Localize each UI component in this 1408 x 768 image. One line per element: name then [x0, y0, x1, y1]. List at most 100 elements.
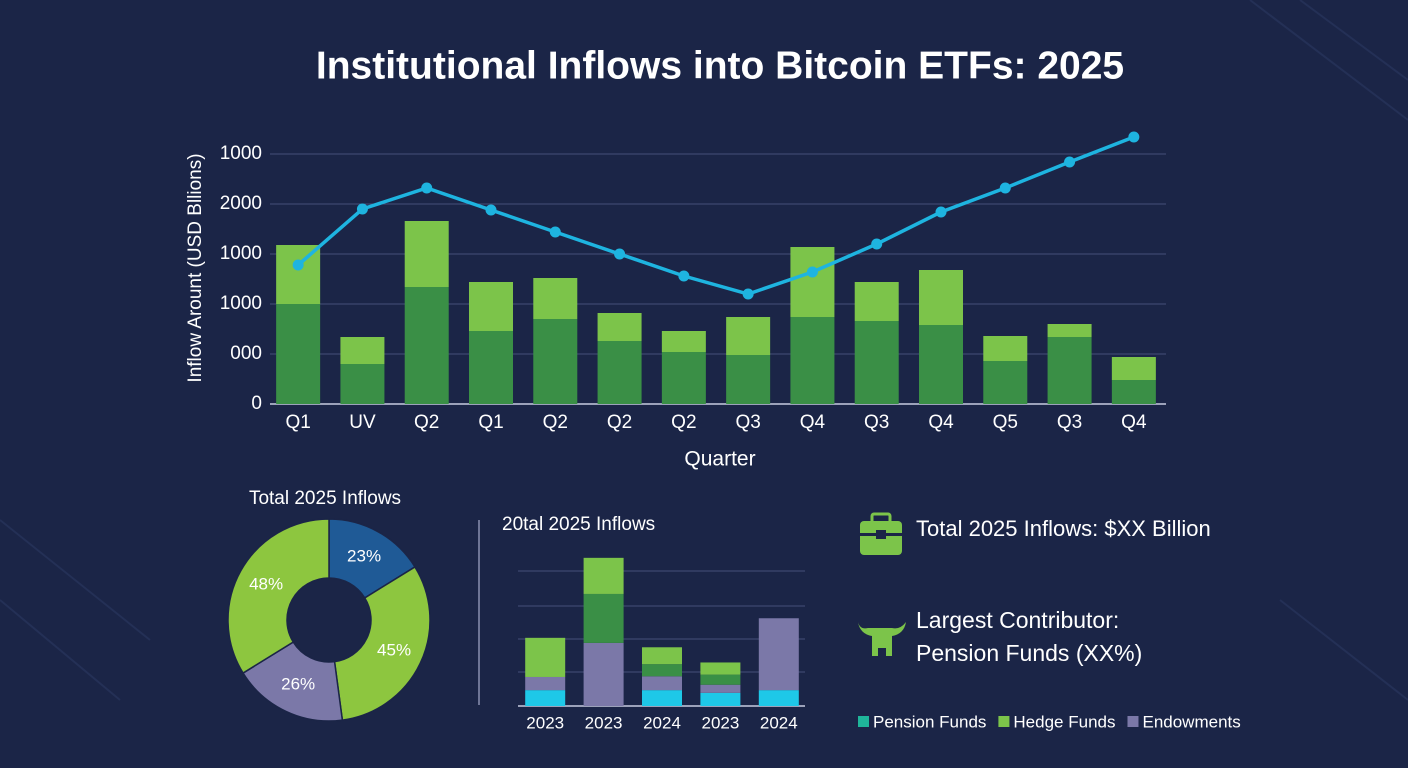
line-point: [1128, 131, 1140, 143]
bar-segment: [533, 319, 578, 404]
bar-segment: [700, 692, 741, 706]
y-tick-label: 0: [251, 393, 262, 414]
bar-segment: [340, 364, 385, 404]
x-tick-label: Q2: [414, 412, 439, 433]
x-tick-label: Q4: [800, 412, 826, 433]
line-point: [421, 182, 433, 194]
line-point: [356, 203, 368, 215]
line-point: [678, 270, 690, 282]
bar-segment: [404, 221, 449, 287]
bar-segment: [642, 676, 682, 691]
donut-title: Total 2025 Inflows: [249, 488, 401, 509]
y-axis-label: Inflow Arount (USD Bllions): [185, 153, 206, 382]
line-point: [485, 204, 497, 216]
y-tick-label: 1000: [220, 243, 262, 264]
line-point: [935, 206, 947, 218]
bar-segment: [525, 637, 566, 677]
x-tick-label: Q5: [993, 412, 1018, 433]
bar-segment: [583, 642, 624, 706]
briefcase-icon: [860, 512, 902, 555]
x-tick-label: Q4: [928, 412, 954, 433]
x-tick-label: 2024: [643, 713, 681, 732]
x-tick-label: Q3: [735, 412, 760, 433]
legend-swatch: [998, 716, 1010, 727]
bar-segment: [642, 690, 682, 706]
x-tick-label: Q2: [543, 412, 568, 433]
bar-segment: [919, 325, 963, 404]
bar-segment: [276, 245, 321, 304]
y-tick-label: 000: [230, 343, 262, 364]
largest-line1: Largest Contributor:: [916, 607, 1119, 633]
bar-segment: [790, 247, 835, 317]
donut-segment: [227, 518, 330, 675]
bar-segment: [642, 664, 682, 677]
bar-segment: [661, 331, 706, 352]
x-tick-label: 2023: [701, 713, 739, 732]
bar-segment: [854, 321, 899, 404]
bar-segment: [700, 674, 741, 685]
x-tick-label: Q1: [285, 412, 310, 433]
bar-segment: [983, 336, 1028, 361]
bar-segment: [758, 618, 799, 691]
bar-segment: [525, 676, 566, 691]
bull-icon: [858, 622, 906, 656]
legend-label: Hedge Funds: [1013, 712, 1115, 731]
bar-segment: [983, 361, 1028, 404]
x-axis-label: Quarter: [684, 448, 755, 471]
x-tick-label: Q2: [671, 412, 696, 433]
bar-segment: [1047, 337, 1092, 404]
legend-swatch: [858, 716, 869, 727]
small-chart-title: 20tal 2025 Inflows: [502, 514, 655, 535]
y-tick-label: 1000: [220, 293, 262, 314]
bar-segment: [533, 278, 578, 319]
donut-label: 23%: [347, 547, 381, 566]
bar-segment: [790, 317, 835, 404]
bar-segment: [758, 690, 799, 706]
background-pattern: [0, 0, 1408, 701]
bar-segment: [854, 282, 899, 321]
chart-title: Institutional Inflows into Bitcoin ETFs:…: [316, 44, 1124, 87]
bar-segment: [919, 270, 963, 325]
bar-segment: [583, 557, 624, 594]
line-point: [806, 266, 818, 278]
bar-segment: [525, 690, 566, 706]
legend-swatch: [1127, 716, 1139, 727]
x-tick-label: 2023: [526, 713, 564, 732]
x-tick-label: UV: [349, 412, 376, 433]
bar-segment: [340, 337, 385, 364]
x-tick-label: Q3: [1057, 412, 1082, 433]
bar-segment: [1111, 357, 1156, 380]
bar-segment: [404, 287, 449, 404]
small-grid: [518, 570, 805, 673]
bar-segment: [1047, 324, 1092, 337]
bar-segment: [726, 317, 771, 355]
y-tick-label: 1000: [220, 143, 262, 164]
x-tick-label: Q2: [607, 412, 632, 433]
legend-label: Endowments: [1142, 712, 1240, 731]
donut-label: 48%: [249, 574, 283, 593]
x-tick-label: Q3: [864, 412, 889, 433]
bar-segment: [700, 684, 741, 693]
bar-segment: [661, 352, 706, 404]
line-point: [742, 288, 754, 300]
legend-label: Pension Funds: [873, 712, 986, 731]
bar-segment: [700, 662, 741, 675]
y-tick-label: 2000: [220, 193, 262, 214]
x-tick-label: 2023: [585, 713, 623, 732]
donut-segment: [328, 518, 416, 599]
bar-segment: [583, 593, 624, 643]
donut-segment: [242, 641, 344, 722]
x-tick-label: Q4: [1121, 412, 1147, 433]
bar-segment: [469, 282, 513, 331]
line-point: [1064, 156, 1076, 168]
bar-segment: [597, 313, 642, 341]
line-point: [292, 259, 304, 271]
bar-segment: [642, 647, 682, 665]
bar-segment: [726, 355, 771, 404]
x-tick-label: 2024: [760, 713, 798, 732]
total-text: Total 2025 Inflows: $XX Billion: [916, 516, 1211, 541]
bar-segment: [597, 341, 642, 404]
line: [296, 135, 1135, 296]
bar-segment: [1111, 380, 1156, 404]
